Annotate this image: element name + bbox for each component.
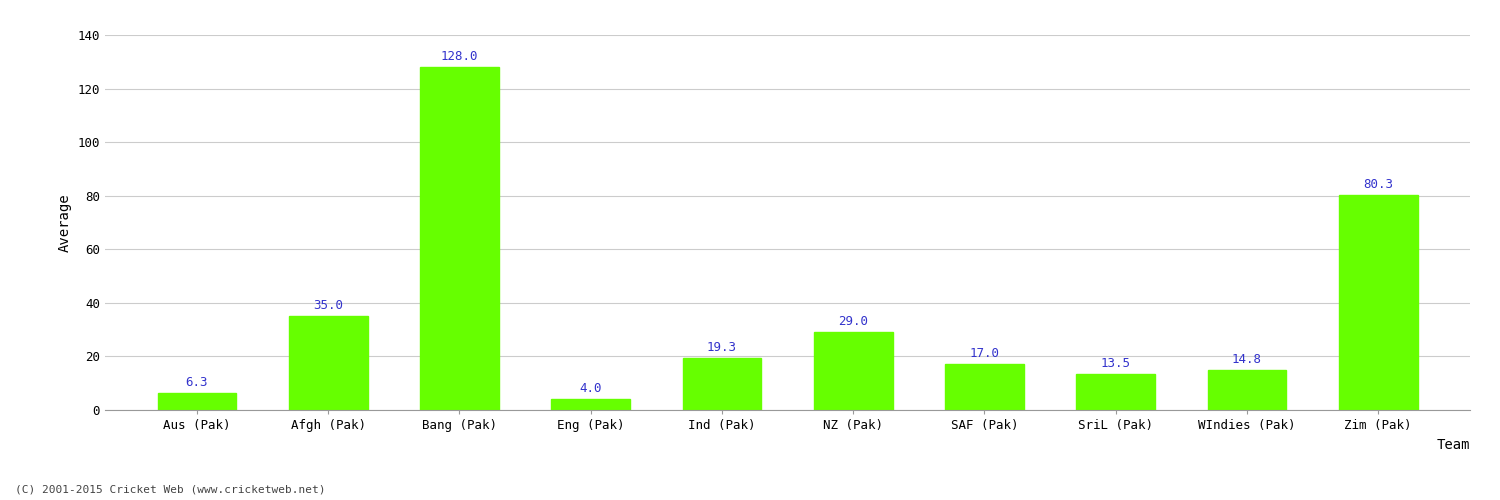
Bar — [1340, 195, 1418, 410]
Bar — [158, 393, 237, 410]
Text: 4.0: 4.0 — [579, 382, 602, 396]
Bar — [552, 400, 630, 410]
Text: 80.3: 80.3 — [1364, 178, 1394, 191]
Text: 19.3: 19.3 — [706, 342, 736, 354]
Text: 17.0: 17.0 — [969, 348, 999, 360]
Bar — [945, 364, 1024, 410]
Bar — [815, 332, 892, 410]
Bar — [1208, 370, 1287, 410]
Text: 35.0: 35.0 — [314, 299, 344, 312]
Bar — [290, 316, 368, 410]
Bar — [682, 358, 762, 410]
Y-axis label: Average: Average — [58, 193, 72, 252]
Text: 14.8: 14.8 — [1232, 354, 1262, 366]
Text: 128.0: 128.0 — [441, 50, 479, 63]
Text: 13.5: 13.5 — [1101, 357, 1131, 370]
Bar — [1077, 374, 1155, 410]
Text: 6.3: 6.3 — [186, 376, 209, 389]
Text: (C) 2001-2015 Cricket Web (www.cricketweb.net): (C) 2001-2015 Cricket Web (www.cricketwe… — [15, 485, 326, 495]
X-axis label: Team: Team — [1437, 438, 1470, 452]
Bar — [420, 67, 498, 410]
Text: 29.0: 29.0 — [839, 316, 868, 328]
